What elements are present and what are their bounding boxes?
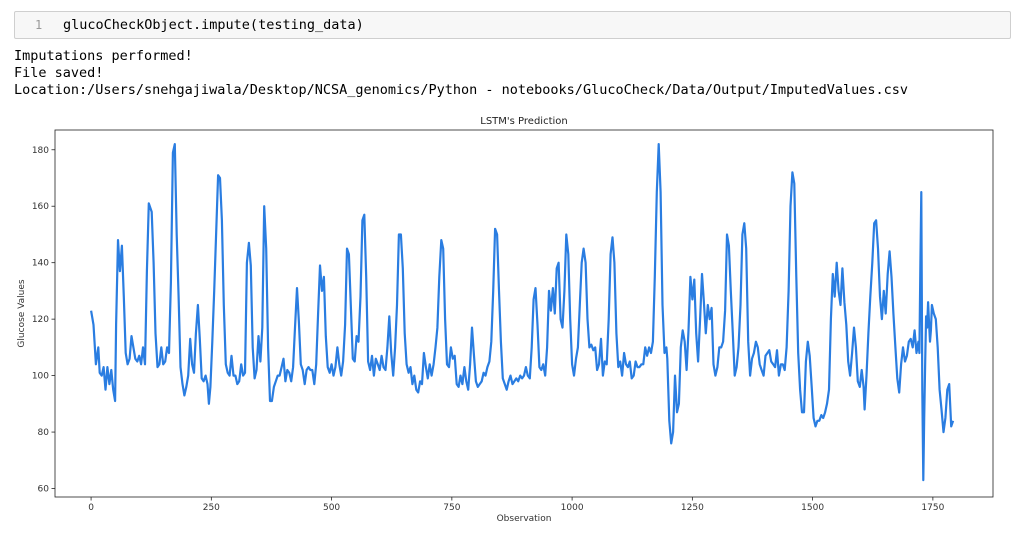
y-axis-label: Glucose Values bbox=[17, 279, 27, 347]
glucose-prediction-chart: LSTM's Prediction 0 250 500 750 1000 1250 1500… bbox=[17, 116, 994, 524]
series-line-prediction bbox=[90, 143, 955, 482]
output-line-saved: File saved! bbox=[14, 65, 104, 81]
y-tick-label: 100 bbox=[32, 372, 49, 382]
x-tick-label: 1500 bbox=[801, 503, 824, 513]
line-number: 1 bbox=[35, 18, 43, 32]
x-axis-label: Observation bbox=[497, 514, 552, 524]
x-tick-label: 500 bbox=[323, 503, 340, 513]
y-tick-label: 80 bbox=[38, 428, 50, 438]
x-tick-label: 1250 bbox=[681, 503, 704, 513]
chart-title: LSTM's Prediction bbox=[480, 116, 567, 127]
y-tick-label: 60 bbox=[38, 485, 50, 495]
x-tick-label: 0 bbox=[88, 503, 94, 513]
x-tick-label: 750 bbox=[443, 503, 460, 513]
y-tick-label: 140 bbox=[32, 259, 49, 269]
output-line-location: Location:/Users/snehgajiwala/Desktop/NCS… bbox=[14, 82, 909, 98]
code-text[interactable]: glucoCheckObject.impute(testing_data) bbox=[63, 17, 364, 33]
y-tick-label: 160 bbox=[32, 202, 49, 212]
y-tick-label: 120 bbox=[32, 315, 49, 325]
plot-frame bbox=[54, 129, 994, 498]
x-tick-label: 250 bbox=[203, 503, 220, 513]
code-cell-input[interactable]: 1 glucoCheckObject.impute(testing_data) bbox=[14, 11, 1011, 39]
axes: 0 250 500 750 1000 1250 1500 1750 60 80 100 120 140 1… bbox=[32, 146, 945, 513]
x-tick-label: 1000 bbox=[561, 503, 584, 513]
x-tick-label: 1750 bbox=[921, 503, 944, 513]
y-tick-label: 180 bbox=[32, 146, 49, 156]
output-line-imputations: Imputations performed! bbox=[14, 48, 193, 64]
